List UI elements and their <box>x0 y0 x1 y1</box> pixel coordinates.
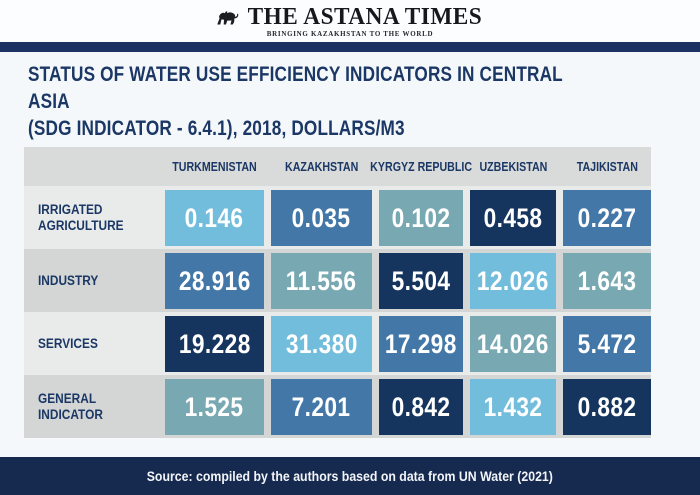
row-label: GENERAL INDICATOR <box>38 390 103 422</box>
value-text: 0.035 <box>292 202 351 233</box>
value-text: 11.556 <box>286 265 357 296</box>
table-row: INDUSTRY 28.916 11.556 5.504 12.026 1.643 <box>24 249 651 312</box>
table-row: SERVICES 19.228 31.380 17.298 14.026 5.472 <box>24 312 651 375</box>
value-text: 0.842 <box>391 391 451 422</box>
table-row: GENERAL INDICATOR 1.525 7.201 0.842 1.432 0.8… <box>24 375 651 438</box>
brand-tagline: BRINGING KAZAKHSTAN TO THE WORLD <box>266 29 434 38</box>
value-text: 0.458 <box>483 202 543 233</box>
value-cell: 14.026 <box>470 316 556 372</box>
row-label: INDUSTRY <box>38 272 99 288</box>
value-cell: 19.228 <box>165 316 264 372</box>
value-cell: 1.525 <box>165 379 264 435</box>
value-text: 17.298 <box>385 328 457 359</box>
divider-bar <box>0 42 700 52</box>
content-area: STATUS OF WATER USE EFFICIENCY INDICATOR… <box>0 52 700 457</box>
source-note: Source: compiled by the authors based on… <box>146 468 554 484</box>
value-cell: 0.146 <box>165 190 264 246</box>
value-cell: 0.842 <box>379 379 463 435</box>
value-text: 19.228 <box>178 328 251 359</box>
value-text: 0.146 <box>185 202 244 233</box>
column-header: UZBEKISTAN <box>470 159 556 174</box>
value-cell: 12.026 <box>470 253 556 309</box>
value-text: 1.643 <box>577 265 637 296</box>
column-header: TAJIKISTAN <box>563 159 651 174</box>
table-header-row: TURKMENISTAN KAZAKHSTAN KYRGYZ REPUBLIC UZB… <box>24 147 651 186</box>
source-footer: Source: compiled by the authors based on… <box>0 457 700 495</box>
column-header: TURKMENISTAN <box>165 159 264 174</box>
row-label: SERVICES <box>38 335 98 351</box>
column-header: KAZAKHSTAN <box>271 159 372 174</box>
value-text: 0.882 <box>577 391 637 422</box>
page-title: STATUS OF WATER USE EFFICIENCY INDICATOR… <box>28 62 563 140</box>
value-text: 14.026 <box>477 328 549 359</box>
value-cell: 1.432 <box>470 379 556 435</box>
value-cell: 17.298 <box>379 316 463 372</box>
data-table: TURKMENISTAN KAZAKHSTAN KYRGYZ REPUBLIC UZB… <box>24 147 651 438</box>
value-cell: 5.472 <box>563 316 651 372</box>
column-header-label: TAJIKISTAN <box>576 159 638 174</box>
column-header-label: TURKMENISTAN <box>172 159 257 174</box>
value-text: 0.102 <box>391 202 451 233</box>
value-text: 28.916 <box>178 265 251 296</box>
value-cell: 0.102 <box>379 190 463 246</box>
brand-row: THE ASTANA TIMES <box>215 5 486 29</box>
value-text: 0.227 <box>577 202 637 233</box>
value-cell: 0.882 <box>563 379 651 435</box>
value-text: 12.026 <box>477 265 549 296</box>
value-cell: 11.556 <box>271 253 372 309</box>
value-text: 7.201 <box>292 391 351 422</box>
column-header-label: KAZAKHSTAN <box>284 159 359 174</box>
value-cell: 31.380 <box>271 316 372 372</box>
value-text: 31.380 <box>285 328 358 359</box>
value-cell: 7.201 <box>271 379 372 435</box>
value-text: 1.432 <box>483 391 543 422</box>
column-header: KYRGYZ REPUBLIC <box>370 159 472 174</box>
value-cell: 5.504 <box>379 253 463 309</box>
value-cell: 28.916 <box>165 253 264 309</box>
table-row: IRRIGATED AGRICULTURE 0.146 0.035 0.102 0.45… <box>24 186 651 249</box>
masthead: THE ASTANA TIMES BRINGING KAZAKHSTAN TO … <box>0 0 700 42</box>
value-text: 5.472 <box>577 328 637 359</box>
value-cell: 1.643 <box>563 253 651 309</box>
value-cell: 0.458 <box>470 190 556 246</box>
row-label: IRRIGATED AGRICULTURE <box>38 201 124 233</box>
value-text: 5.504 <box>391 265 451 296</box>
value-cell: 0.035 <box>271 190 372 246</box>
value-text: 1.525 <box>185 391 244 422</box>
column-header-label: KYRGYZ REPUBLIC <box>370 159 472 174</box>
value-cell: 0.227 <box>563 190 651 246</box>
snow-leopard-emblem-icon <box>216 10 238 24</box>
brand-title: THE ASTANA TIMES <box>247 3 482 30</box>
column-header-label: UZBEKISTAN <box>479 159 547 174</box>
